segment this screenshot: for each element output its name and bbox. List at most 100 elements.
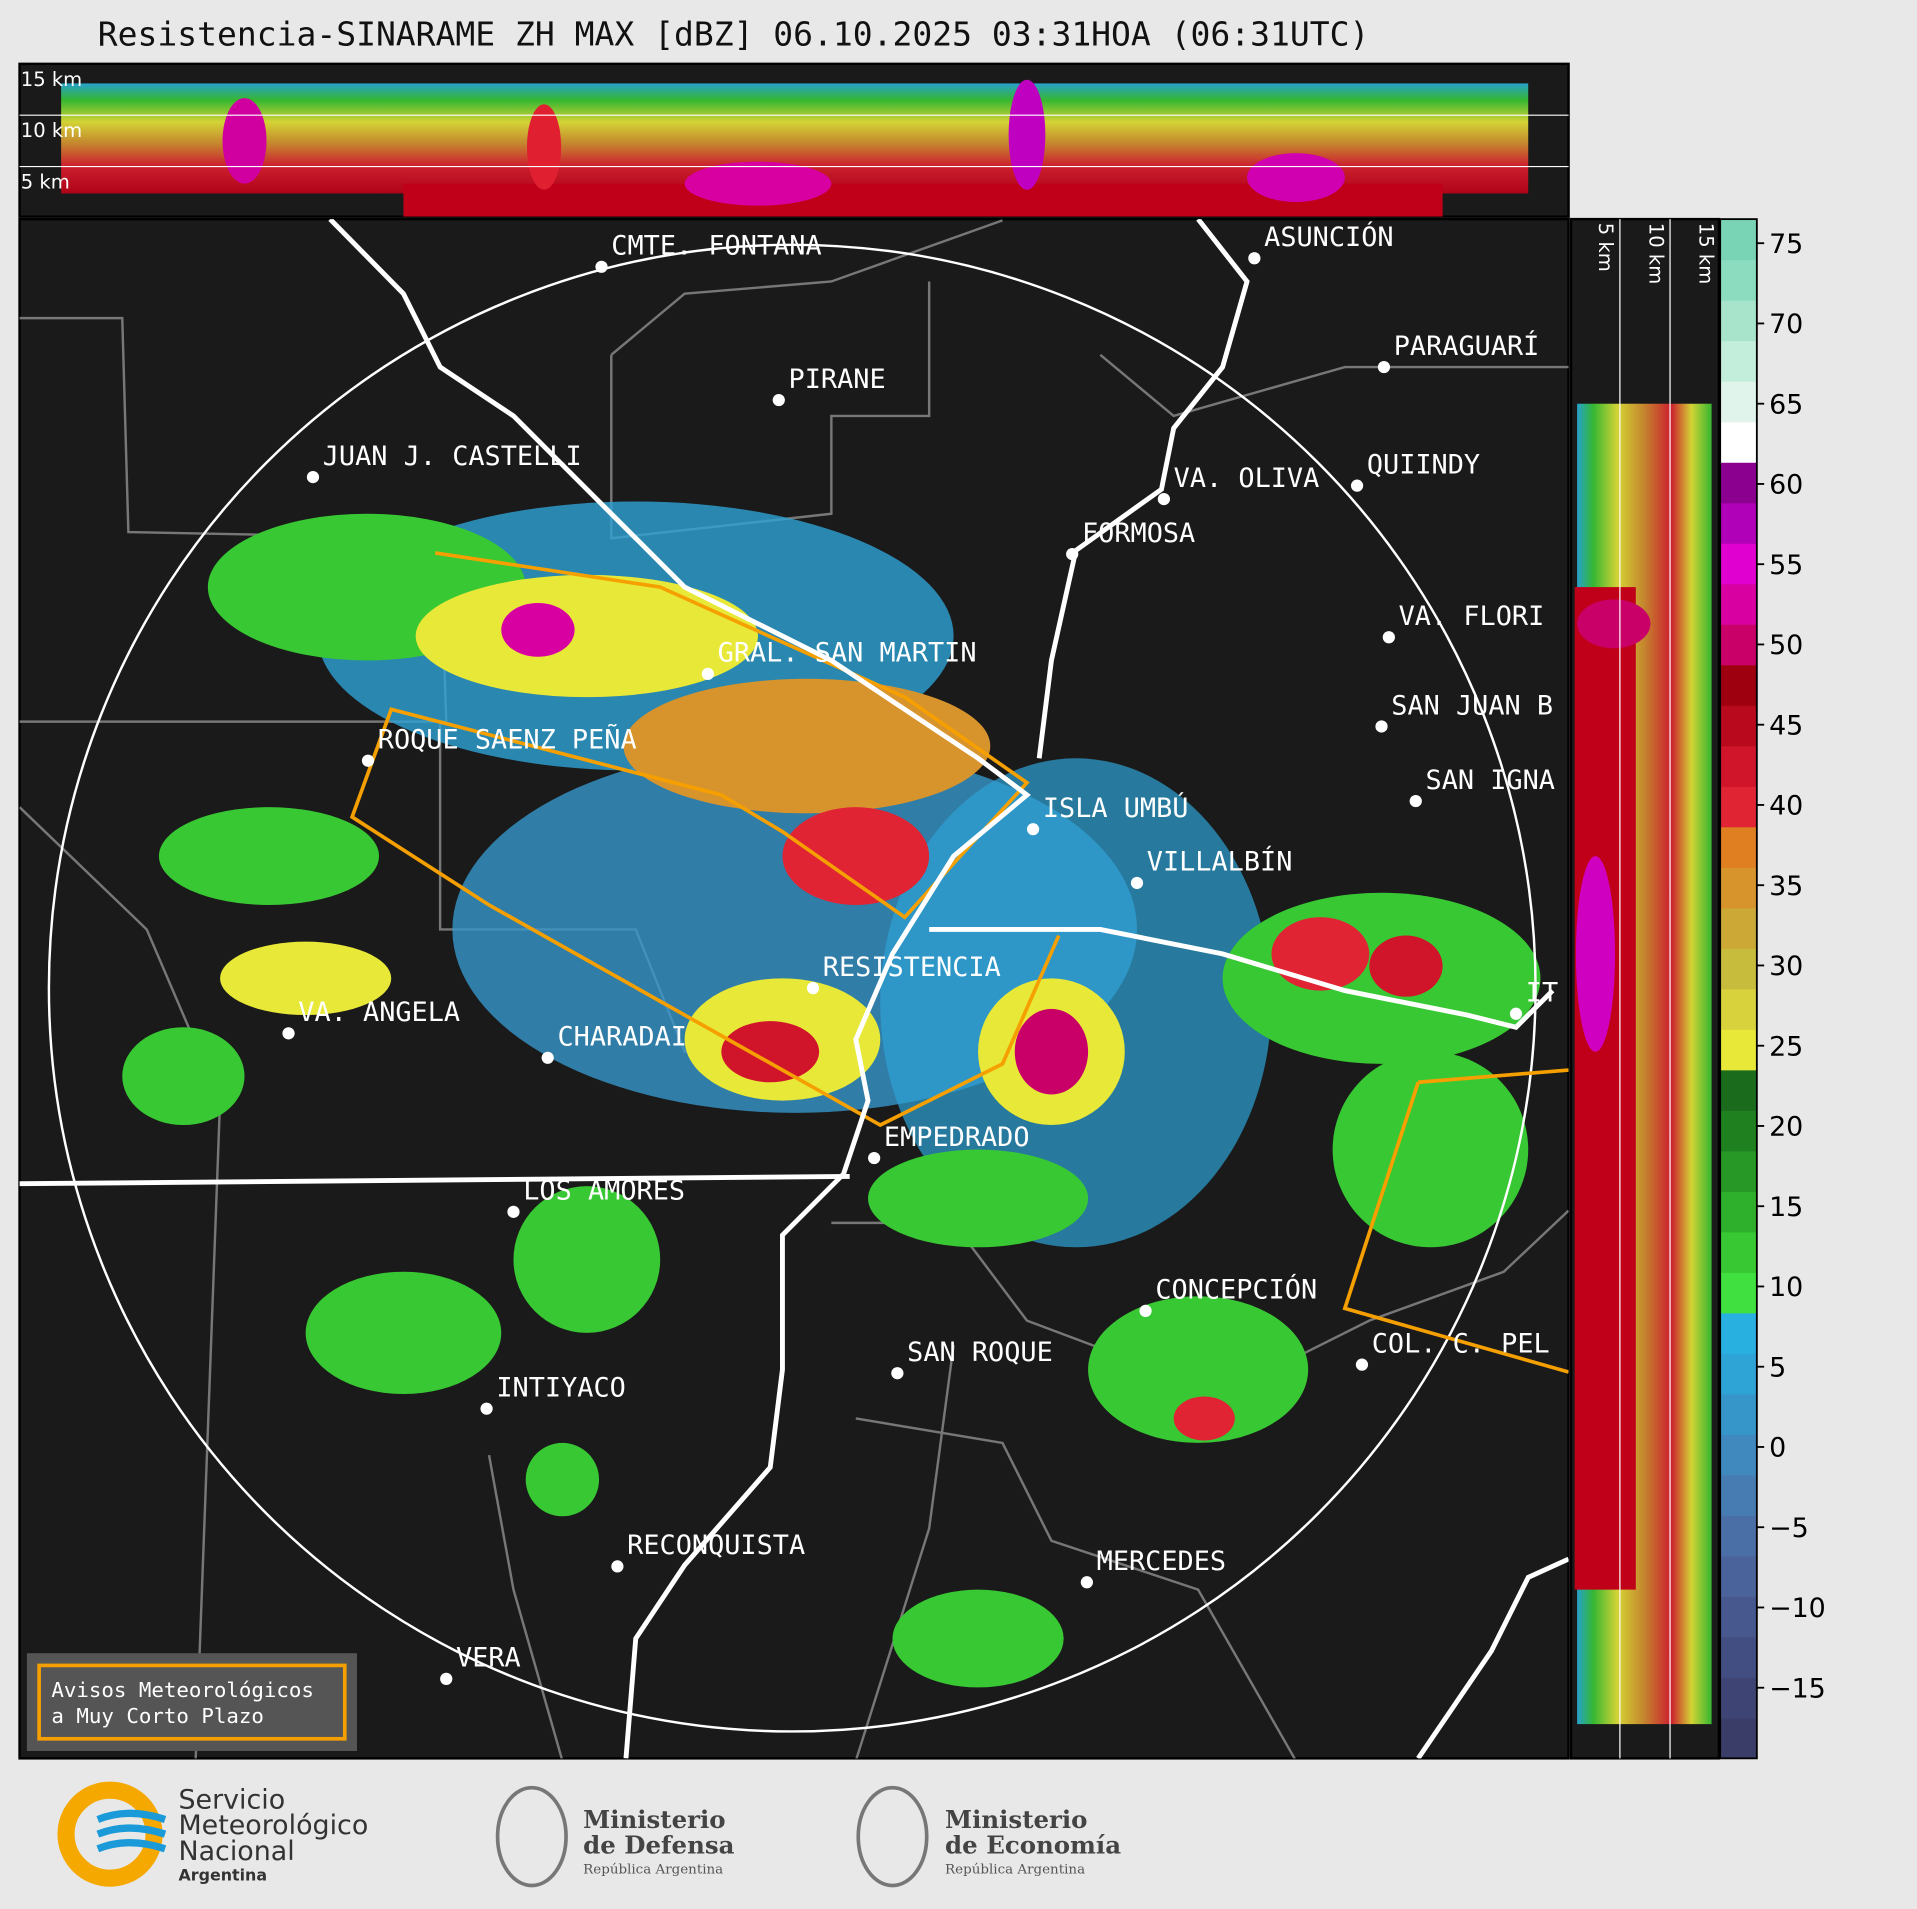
- economia-logo: Ministerio de Economía República Argenti…: [856, 1785, 1121, 1888]
- shape: [1575, 856, 1616, 1052]
- height-label: 10 km: [21, 119, 82, 142]
- warning-polygons: [349, 551, 1569, 1374]
- shape: [526, 104, 562, 190]
- shape: [525, 1442, 600, 1517]
- city-dot: [1355, 1358, 1369, 1371]
- legend-text: a Muy Corto Plazo: [51, 1704, 264, 1728]
- city-dot: [891, 1367, 904, 1380]
- shape: [158, 807, 379, 905]
- colorbar-frame: [1719, 218, 1758, 1760]
- shape: [1271, 917, 1370, 991]
- colorbar-band: [1720, 1150, 1757, 1192]
- shape: [220, 941, 392, 1016]
- shape: [855, 1417, 1296, 1759]
- city-layer: CMTE. FONTANA PIRANE JUAN J. CASTELLI ASUNC…: [282, 221, 1558, 1685]
- radar-echoes: [122, 501, 1541, 1688]
- city-label: VA. FLORI: [1399, 601, 1545, 632]
- city-label: SAN JUAN B: [1391, 690, 1553, 721]
- shape: [610, 219, 1003, 356]
- city-dot: [1066, 547, 1079, 561]
- city-label: ASUNCIÓN: [1264, 221, 1393, 253]
- shape: [868, 1149, 1089, 1248]
- colorbar-tick-label: −10: [1769, 1593, 1826, 1624]
- city-label: PARAGUARÍ: [1394, 330, 1540, 362]
- logo-text: Nacional: [178, 1836, 294, 1867]
- colorbar-band: [1720, 988, 1757, 1030]
- shape: [721, 1021, 820, 1083]
- city-dot: [541, 1051, 554, 1064]
- colorbar-band: [1720, 381, 1757, 423]
- city-label: CHARADAI: [557, 1022, 686, 1053]
- logo-text: República Argentina: [583, 1862, 723, 1877]
- range-ring: [47, 243, 1537, 1733]
- shape: [1574, 587, 1636, 1590]
- city-dot: [1409, 794, 1422, 808]
- city-dot: [806, 982, 820, 995]
- city-label: VERA: [456, 1643, 521, 1674]
- shape: [684, 161, 832, 206]
- colorbar-tick-label: 35: [1769, 871, 1803, 902]
- shape: [1342, 1068, 1569, 1374]
- city-label: ISLA UMBÚ: [1043, 792, 1189, 824]
- shape: [305, 1271, 502, 1395]
- logo-text: República Argentina: [945, 1862, 1085, 1877]
- city-dot: [611, 1560, 624, 1573]
- height-label: 15 km: [21, 68, 82, 91]
- city-dot: [440, 1672, 453, 1685]
- city-dot: [282, 1027, 295, 1040]
- colorbar-band: [1720, 300, 1757, 342]
- colorbar-tick-label: 75: [1769, 229, 1803, 260]
- shape: [487, 1454, 563, 1759]
- colorbar-tick-label: 45: [1769, 710, 1803, 741]
- colorbar-band: [1720, 219, 1757, 261]
- city-dot: [1377, 360, 1391, 374]
- shape: [495, 1785, 568, 1888]
- city-dot: [1350, 479, 1364, 492]
- colorbar-band: [1720, 826, 1757, 868]
- shape: [856, 1785, 929, 1888]
- city-label: FORMOSA: [1082, 518, 1195, 549]
- colorbar-tick-label: 60: [1769, 470, 1803, 501]
- colorbar-band: [1720, 462, 1757, 504]
- side-echoes: [1574, 403, 1712, 1725]
- shape: [1173, 1396, 1235, 1441]
- colorbar-tick-label: 5: [1769, 1352, 1786, 1383]
- logo-text: Ministerio: [583, 1805, 725, 1834]
- shape: [1014, 1008, 1089, 1095]
- colorbar-tick-label: 15: [1769, 1192, 1803, 1223]
- city-dot: [595, 260, 608, 273]
- city-label: VA. ANGELA: [298, 997, 460, 1028]
- city-label: ROQUE SAENZ PEÑA: [378, 723, 637, 755]
- colorbar-band: [1720, 1555, 1757, 1597]
- shape: [1099, 353, 1569, 418]
- city-dot: [701, 667, 714, 681]
- city-dot: [868, 1151, 881, 1165]
- colorbar-tick-label: 65: [1769, 389, 1803, 420]
- colorbar-band: [1720, 907, 1757, 949]
- shape: [328, 219, 1031, 1759]
- colorbar-band: [1720, 867, 1757, 909]
- shape: [1577, 599, 1651, 649]
- colorbar-tick-label: 25: [1769, 1031, 1803, 1062]
- colorbar-tick-label: 10: [1769, 1272, 1803, 1303]
- top-echoes: [61, 79, 1529, 217]
- city-dot: [306, 470, 320, 484]
- city-dot: [1026, 823, 1040, 836]
- city-label: INTIYACO: [496, 1372, 625, 1403]
- city-label: JUAN J. CASTELLI: [323, 441, 582, 472]
- city-label: COL. C. PEL: [1372, 1328, 1550, 1359]
- shape: [782, 807, 930, 905]
- shape: [19, 1173, 850, 1187]
- colorbar-band: [1720, 1515, 1757, 1557]
- city-dot: [1139, 1304, 1152, 1317]
- colorbar-band: [1720, 664, 1757, 706]
- shape: [19, 806, 222, 1759]
- shape: [122, 1027, 245, 1126]
- logo-text: de Economía: [945, 1831, 1121, 1860]
- colorbar-band: [1720, 1393, 1757, 1435]
- colorbar-tick-label: −5: [1769, 1513, 1809, 1544]
- colorbar-band: [1720, 948, 1757, 990]
- shape: [96, 1809, 167, 1853]
